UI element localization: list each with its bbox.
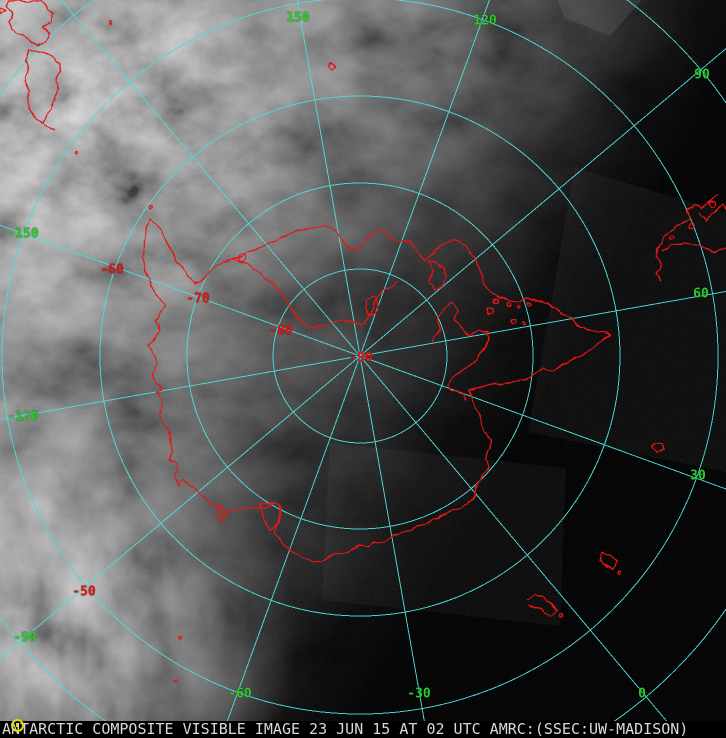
longitude-label-60: 60 bbox=[693, 286, 709, 302]
coastal-islands bbox=[486, 298, 532, 326]
island-speck-2 bbox=[74, 151, 78, 155]
longitude-label--60: -60 bbox=[228, 686, 252, 702]
longitude-label-120: 120 bbox=[473, 13, 497, 29]
nz-south-tail bbox=[41, 123, 55, 131]
latitude-circle-70S bbox=[186, 182, 534, 530]
longitude-label--30: -30 bbox=[407, 686, 431, 702]
berkner-island bbox=[365, 296, 379, 316]
latitude-label--70: -70 bbox=[186, 291, 210, 307]
right-island-chain bbox=[655, 195, 726, 282]
longitude-label-90: 90 bbox=[694, 67, 710, 83]
island-speck-3 bbox=[328, 63, 337, 71]
longitude-label-150: 150 bbox=[286, 10, 310, 26]
latitude-label--60: -60 bbox=[100, 262, 124, 278]
coastline-overlay bbox=[0, 0, 726, 684]
latitude-label--90: -90 bbox=[349, 350, 373, 366]
longitude-label-0: 0 bbox=[638, 686, 646, 702]
latitude-circle-60S bbox=[99, 95, 621, 617]
longitude-label--120: -120 bbox=[7, 409, 39, 425]
longitude-label--150: -150 bbox=[7, 226, 39, 242]
interior-loop bbox=[427, 260, 448, 291]
latitude-label--80: -80 bbox=[269, 323, 293, 339]
station-marker-icon bbox=[11, 719, 24, 732]
antarctica-coastline bbox=[142, 218, 611, 563]
latitude-circle-80S bbox=[272, 268, 448, 444]
latitude-circle-50S bbox=[1, 0, 719, 715]
island-speck-1 bbox=[108, 20, 113, 25]
ross-inner-blob bbox=[260, 502, 282, 530]
caption-bar: ANTARCTIC COMPOSITE VISIBLE IMAGE 23 JUN… bbox=[0, 721, 726, 738]
caption-text: ANTARCTIC COMPOSITE VISIBLE IMAGE 23 JUN… bbox=[2, 721, 689, 738]
nz-west-speck bbox=[0, 7, 7, 15]
ross-inner-hook bbox=[215, 504, 227, 522]
interior-coast-detail bbox=[431, 302, 490, 401]
nz-south-island bbox=[24, 48, 61, 125]
scattered-islands bbox=[147, 205, 665, 684]
longitude-label-30: 30 bbox=[690, 468, 706, 484]
nz-north-island bbox=[6, 0, 53, 46]
ronne-ice-front bbox=[232, 258, 398, 328]
ross-island-ring bbox=[237, 252, 247, 262]
longitude-label--90: -90 bbox=[13, 630, 37, 646]
latitude-label--50: -50 bbox=[72, 584, 96, 600]
